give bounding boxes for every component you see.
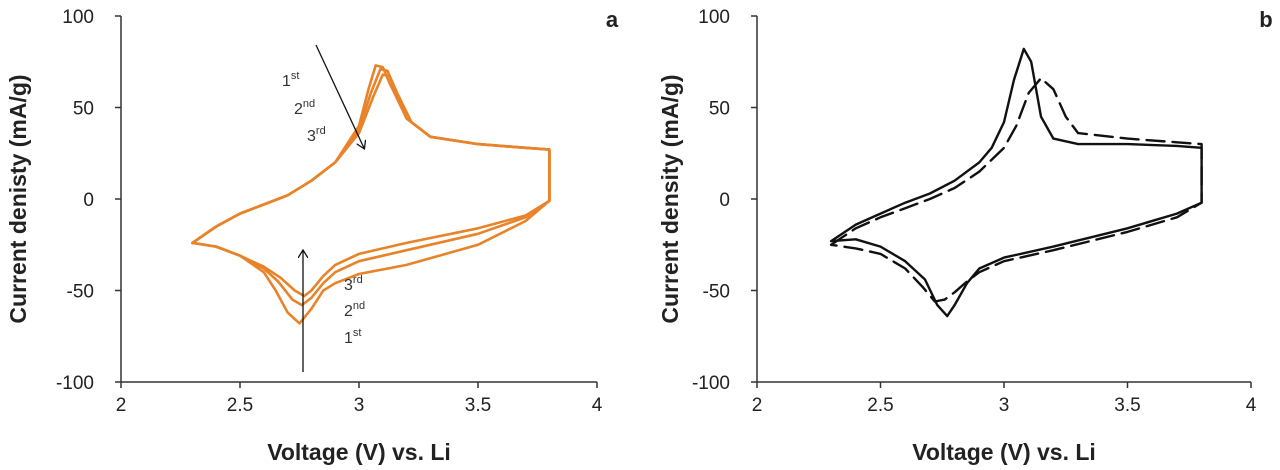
y-tick-label: -50 [703, 282, 730, 303]
x-tick-label: 2.5 [227, 395, 253, 416]
cycle-annotation: 3rd [307, 125, 326, 145]
y-tick-label: 50 [73, 99, 94, 120]
y-tick-label: 0 [719, 190, 730, 211]
x-tick-label: 3.5 [465, 395, 491, 416]
chart-panel-b: 2 2.5 3 3.5 4 -100 -50 0 50 100 Voltage (V) vs. Li… [657, 7, 1273, 465]
annotation-superscript: st [353, 327, 362, 339]
x-tick-label: 3.5 [1114, 395, 1140, 416]
series-line [191, 73, 551, 298]
x-tick-label: 2 [752, 395, 763, 416]
annotation-superscript: rd [353, 274, 363, 286]
annotation-arrow [315, 44, 364, 148]
annotation-base: 2 [294, 101, 303, 118]
cycle-annotation: 1st [344, 327, 361, 347]
annotation-superscript: nd [353, 300, 365, 312]
x-tick-label: 3 [354, 395, 365, 416]
annotation-base: 1 [282, 73, 291, 90]
x-axis-label: Voltage (V) vs. Li [267, 439, 451, 465]
y-tick-label: -100 [692, 373, 730, 394]
annotation-superscript: nd [303, 98, 315, 110]
y-tick-label: 100 [62, 7, 94, 28]
y-tick-label: -100 [56, 373, 94, 394]
annotation-base: 1 [344, 330, 353, 347]
series-line [829, 77, 1203, 303]
x-tick-label: 4 [592, 395, 603, 416]
y-tick-label: 50 [709, 99, 730, 120]
cycle-annotation: 3rd [344, 274, 363, 294]
y-axis-label: Current denisty (mA/g) [5, 74, 31, 323]
annotation-superscript: st [291, 70, 300, 82]
annotation-superscript: rd [316, 125, 326, 137]
annotation-base: 2 [344, 303, 353, 320]
x-tick-label: 2 [116, 395, 127, 416]
y-tick-label: 100 [698, 7, 730, 28]
cycle-annotation: 1st [282, 70, 299, 90]
y-tick-label: 0 [83, 190, 94, 211]
annotation-base: 3 [344, 277, 353, 294]
x-axis-label: Voltage (V) vs. Li [912, 439, 1096, 465]
x-tick-label: 3 [999, 395, 1010, 416]
x-tick-label: 4 [1246, 395, 1257, 416]
x-tick-label: 2.5 [867, 395, 893, 416]
panel-letter: a [606, 7, 619, 32]
cycle-annotation: 2nd [294, 98, 315, 118]
panel-letter: b [1259, 7, 1272, 32]
series-line [829, 47, 1203, 318]
chart-panel-a: 2 2.5 3 3.5 4 -100 -50 0 50 100 Voltage (V) vs. Li… [5, 7, 619, 465]
cycle-annotation: 2nd [344, 300, 365, 320]
annotation-base: 3 [307, 128, 316, 145]
y-tick-label: -50 [67, 282, 94, 303]
y-axis-label: Current density (mA/g) [657, 74, 683, 323]
